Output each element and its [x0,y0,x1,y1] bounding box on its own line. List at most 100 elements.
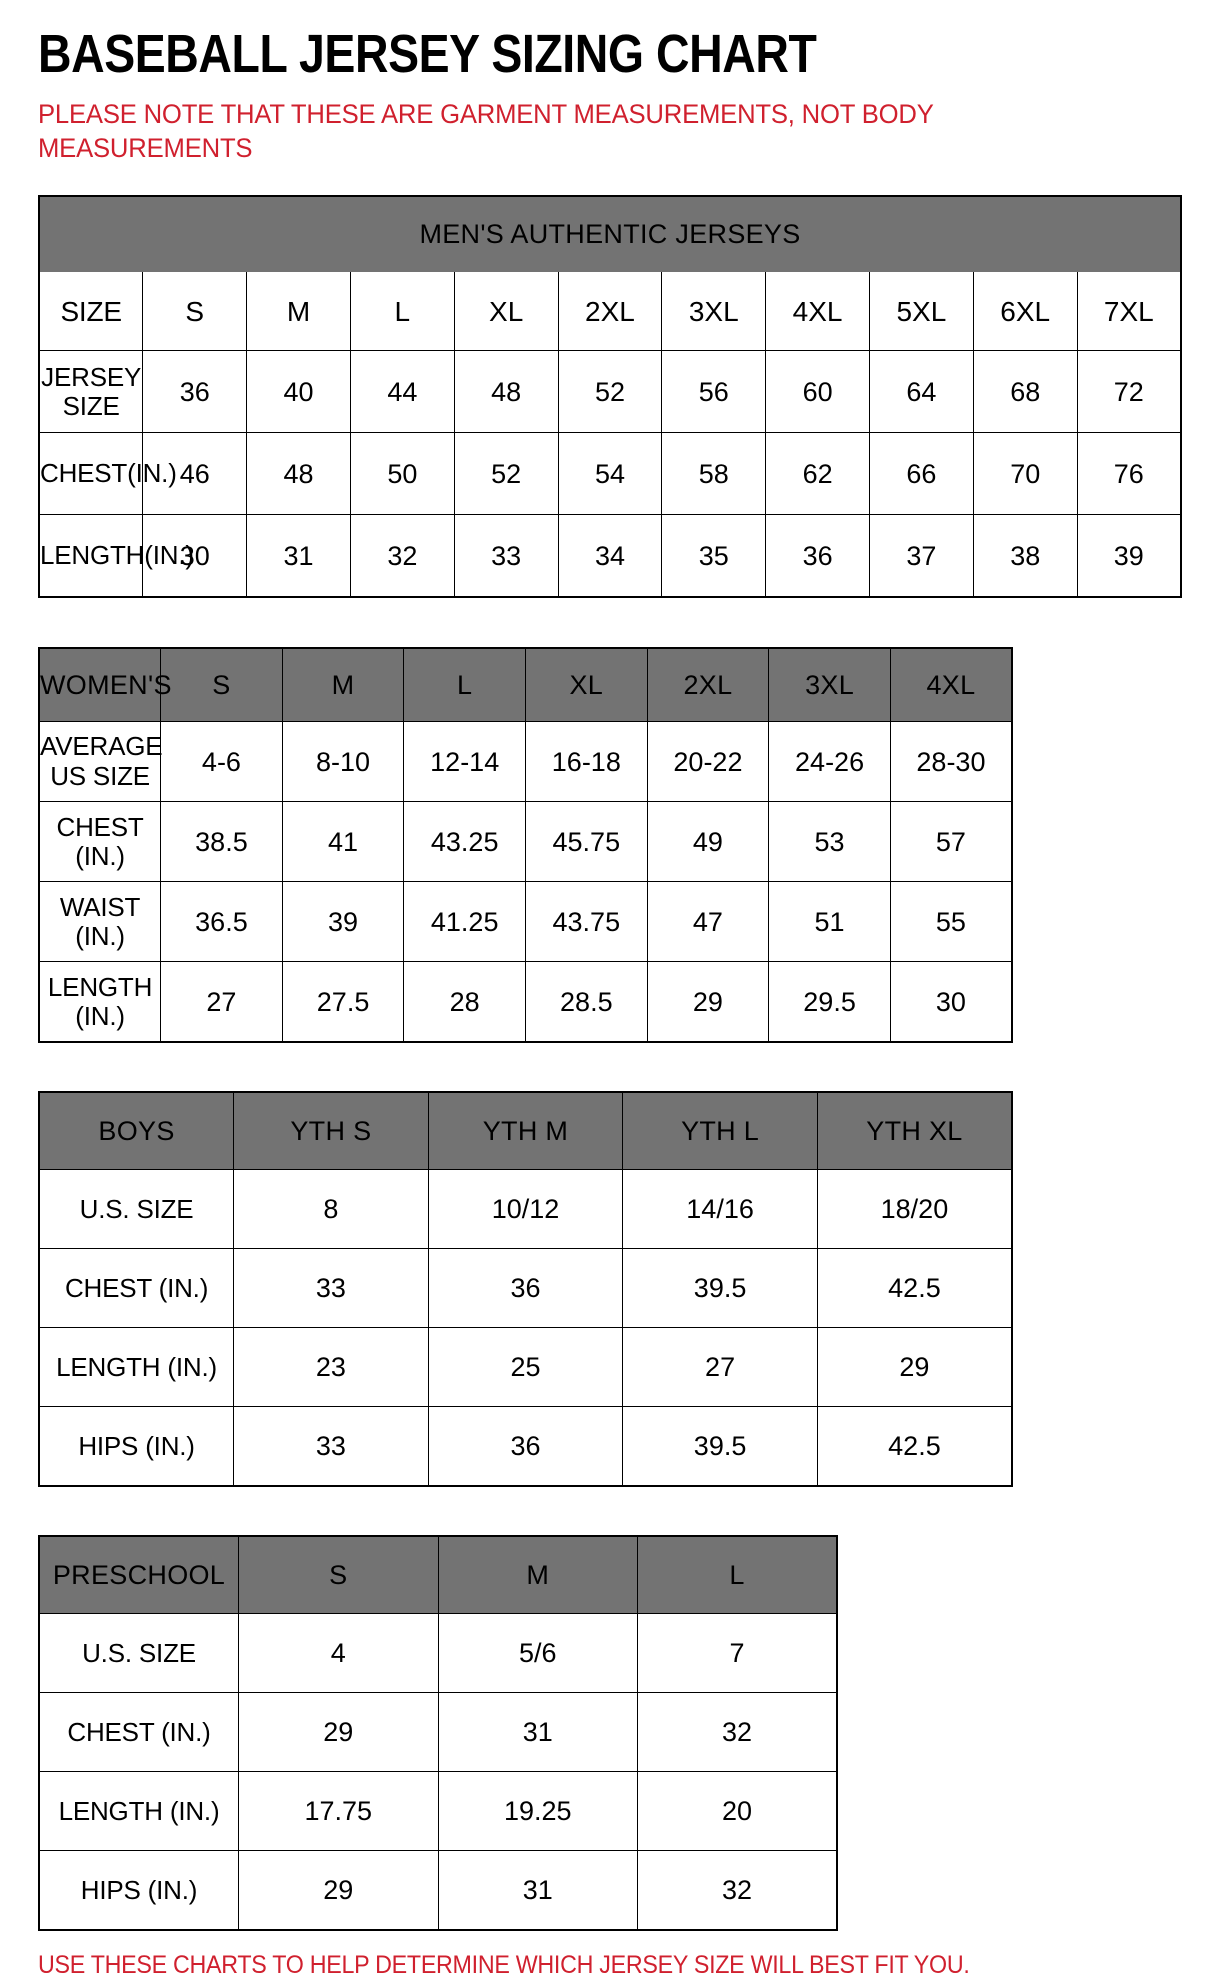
boys-col-header: YTH M [427,1091,624,1171]
mens-col-header: 2XL [557,271,663,352]
table-cell: 39 [281,881,405,963]
table-row: JERSEY SIZE 36 40 44 48 52 56 60 64 68 7… [38,350,1182,434]
table-cell: 42.5 [816,1406,1013,1487]
table-row: HIPS (IN.) 29 31 32 [38,1850,838,1931]
row-label: U.S. SIZE [38,1613,239,1694]
table-cell: 28.5 [525,961,648,1043]
boys-sizing-table: BOYS YTH S YTH M YTH L YTH XL U.S. SIZE … [38,1091,1013,1488]
table-cell: 28 [403,961,526,1043]
table-cell: 39.5 [622,1406,818,1487]
table-cell: 38 [972,514,1078,598]
row-label: LENGTH (IN.) [38,961,162,1043]
mens-col-header: S [142,271,248,352]
row-label: JERSEY SIZE [38,350,144,434]
row-label: AVERAGE US SIZE [38,721,163,803]
table-cell: 40 [246,350,351,434]
mens-col-header: 7XL [1076,271,1182,352]
table-cell: 29 [238,1692,439,1773]
mens-col-header: 6XL [972,271,1078,352]
table-cell: 27 [160,961,283,1043]
preschool-header-row: PRESCHOOL S M L [38,1535,838,1615]
table-cell: 50 [349,432,455,516]
preschool-sizing-table: PRESCHOOL S M L U.S. SIZE 4 5/6 7 CHEST … [38,1535,838,1932]
table-row: AVERAGE US SIZE 4-6 8-10 12-14 16-18 20-2… [38,721,1013,803]
table-cell: 30 [142,514,248,598]
preschool-col-header: M [437,1535,638,1615]
table-cell: 28-30 [889,721,1013,803]
table-cell: 20-22 [646,721,770,803]
table-cell: 33 [233,1406,429,1487]
table-cell: 37 [869,514,974,598]
table-row: CHEST (IN.) 38.5 41 43.25 45.75 49 53 57 [38,801,1013,883]
table-cell: 36.5 [160,881,283,963]
table-cell: 25 [427,1327,624,1408]
table-row: U.S. SIZE 8 10/12 14/16 18/20 [38,1169,1013,1250]
table-cell: 56 [661,350,767,434]
mens-col-header: XL [453,271,559,352]
row-label: CHEST (IN.) [38,1692,239,1773]
table-cell: 27 [622,1327,818,1408]
table-cell: 53 [768,801,891,883]
table-row: LENGTH (IN.) 23 25 27 29 [38,1327,1013,1408]
table-cell: 64 [869,350,974,434]
table-cell: 36 [142,350,248,434]
table-cell: 32 [637,1850,838,1931]
table-cell: 48 [246,432,351,516]
boys-col-header: YTH L [622,1091,818,1171]
table-cell: 18/20 [816,1169,1013,1250]
row-label: WAIST (IN.) [38,881,162,963]
table-cell: 60 [765,350,870,434]
table-cell: 31 [437,1850,638,1931]
table-cell: 76 [1076,432,1182,516]
table-cell: 29.5 [768,961,891,1043]
womens-col-header: 3XL [768,647,891,723]
womens-col-header: S [160,647,283,723]
table-cell: 23 [233,1327,429,1408]
table-cell: 39 [1076,514,1182,598]
table-cell: 62 [765,432,870,516]
mens-sizing-table: MEN'S AUTHENTIC JERSEYS SIZE S M L XL 2X… [38,195,1182,599]
table-cell: 4-6 [160,721,283,803]
table-cell: 51 [768,881,891,963]
table-cell: 70 [972,432,1078,516]
table-cell: 46 [142,432,248,516]
table-cell: 5/6 [437,1613,638,1694]
table-cell: 36 [765,514,870,598]
table-cell: 33 [453,514,559,598]
table-cell: 12-14 [403,721,526,803]
row-label: U.S. SIZE [38,1169,235,1250]
table-row: CHEST (IN.) 29 31 32 [38,1692,838,1773]
table-cell: 68 [972,350,1078,434]
table-cell: 36 [427,1406,624,1487]
table-row: WAIST (IN.) 36.5 39 41.25 43.75 47 51 55 [38,881,1013,963]
mens-col-header: 4XL [765,271,870,352]
table-cell: 8 [233,1169,429,1250]
table-cell: 41.25 [403,881,526,963]
table-cell: 32 [637,1692,838,1773]
table-cell: 43.75 [525,881,648,963]
mens-banner-label: MEN'S AUTHENTIC JERSEYS [38,195,1182,273]
table-cell: 4 [238,1613,439,1694]
womens-col-header: 2XL [646,647,770,723]
table-cell: 31 [246,514,351,598]
table-cell: 39.5 [622,1248,818,1329]
womens-col-header: M [281,647,405,723]
table-cell: 58 [661,432,767,516]
table-cell: 35 [661,514,767,598]
table-cell: 29 [816,1327,1013,1408]
table-row: CHEST (IN.) 33 36 39.5 42.5 [38,1248,1013,1329]
womens-col-header: L [403,647,526,723]
womens-col-header: XL [525,647,648,723]
table-cell: 16-18 [525,721,648,803]
table-row: CHEST(IN.) 46 48 50 52 54 58 62 66 70 76 [38,432,1182,516]
table-cell: 66 [869,432,974,516]
table-row: LENGTH (IN.) 17.75 19.25 20 [38,1771,838,1852]
mens-banner-row: MEN'S AUTHENTIC JERSEYS [38,195,1182,273]
table-cell: 27.5 [281,961,405,1043]
table-cell: 42.5 [816,1248,1013,1329]
table-cell: 17.75 [238,1771,439,1852]
table-row: LENGTH (IN.) 27 27.5 28 28.5 29 29.5 30 [38,961,1013,1043]
table-cell: 44 [349,350,455,434]
table-cell: 49 [646,801,770,883]
mens-col-header: L [349,271,455,352]
